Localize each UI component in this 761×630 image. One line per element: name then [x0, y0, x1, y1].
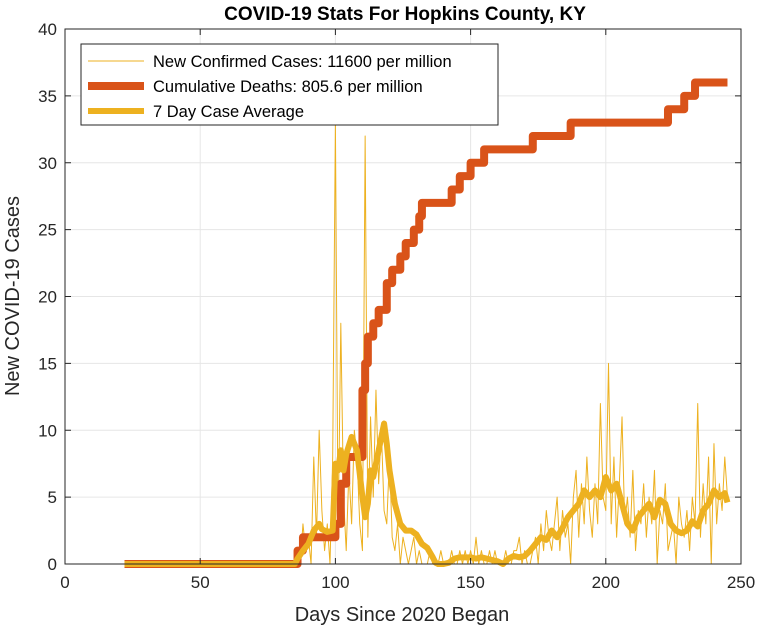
x-tick-label: 50	[191, 573, 210, 592]
y-tick-label: 25	[38, 221, 57, 240]
y-tick-label: 35	[38, 87, 57, 106]
x-tick-label: 0	[60, 573, 69, 592]
chart-title: COVID-19 Stats For Hopkins County, KY	[224, 4, 586, 25]
legend-box	[80, 43, 499, 126]
y-axis-label: New COVID-19 Cases	[2, 196, 24, 396]
x-tick-label: 100	[321, 573, 349, 592]
x-axis-label: Days Since 2020 Began	[295, 604, 510, 626]
series-7-day-average	[124, 420, 731, 567]
ticks: 0 50 100 150 200 250 0 5 10 15 20 25 30 35 40	[38, 20, 755, 592]
y-tick-label: 10	[38, 421, 57, 440]
legend: New Confirmed Cases: 11600 per million C…	[80, 43, 499, 126]
x-tick-label: 150	[456, 573, 484, 592]
legend-label-7-day-average: 7 Day Case Average	[153, 103, 304, 121]
y-tick-label: 20	[38, 288, 57, 307]
x-tick-label: 250	[727, 573, 755, 592]
y-tick-label: 5	[48, 488, 57, 507]
y-tick-label: 40	[38, 20, 57, 39]
x-tick-label: 200	[592, 573, 620, 592]
y-tick-label: 30	[38, 154, 57, 173]
y-tick-label: 0	[48, 555, 57, 574]
legend-label-cumulative-deaths: Cumulative Deaths: 805.6 per million	[153, 78, 423, 96]
y-tick-label: 15	[38, 354, 57, 373]
legend-label-new-cases: New Confirmed Cases: 11600 per million	[153, 53, 452, 71]
